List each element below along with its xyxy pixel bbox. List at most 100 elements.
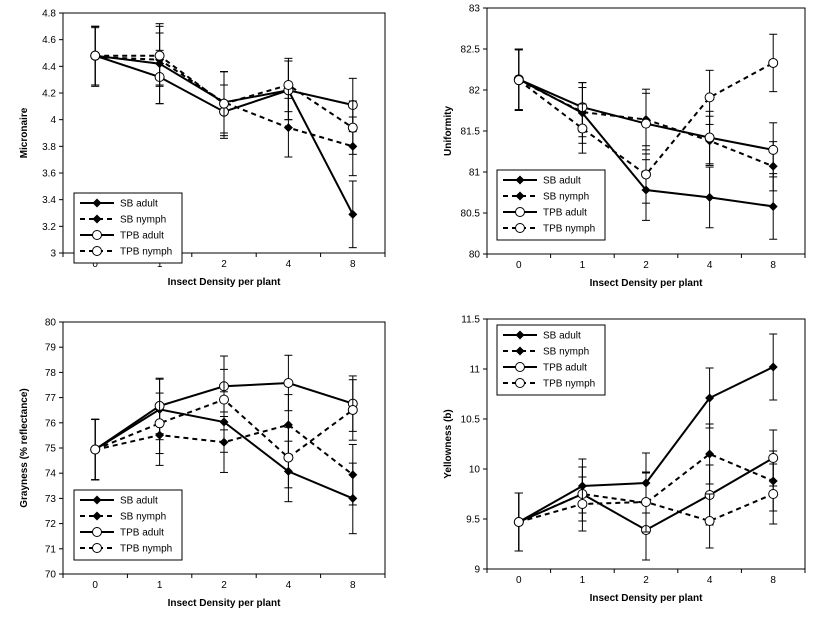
legend-label: SB nymph (120, 512, 166, 523)
legend-label: SB adult (543, 176, 581, 187)
data-point (283, 80, 294, 90)
y-tick-label: 9 (474, 565, 480, 576)
data-point (641, 118, 651, 129)
legend-label: SB nymph (543, 192, 589, 203)
data-point (705, 393, 715, 403)
legend-label: SB adult (120, 199, 158, 210)
y-tick-label: 72 (45, 519, 57, 530)
chart-panel-2: 80 80.5 81 81.5 82 82.5 83 0 1 2 4 8 Insect Density … (443, 4, 806, 289)
data-point (219, 98, 229, 109)
legend-marker (515, 378, 525, 388)
data-point (347, 122, 358, 133)
x-tick-label: 4 (286, 259, 292, 270)
data-point (768, 144, 779, 155)
data-point (348, 470, 358, 480)
x-tick-label: 1 (157, 259, 163, 270)
x-tick-label: 0 (92, 580, 98, 591)
legend-marker (515, 346, 525, 356)
y-tick-label: 82.5 (461, 45, 481, 56)
y-tick-label: 76 (45, 418, 57, 429)
x-tick-label: 1 (580, 575, 586, 586)
legend-marker (92, 543, 102, 553)
y-tick-label: 3.4 (42, 195, 56, 206)
chart-panel-4: 9 9.5 10 10.5 11 11.5 0 1 2 4 8 Insect Density per … (443, 315, 806, 604)
data-point (577, 123, 588, 134)
data-point (641, 497, 651, 507)
x-tick-label: 1 (157, 580, 163, 591)
y-tick-label: 4 (50, 115, 56, 126)
data-point (513, 517, 524, 527)
y-tick-label: 82 (469, 86, 481, 97)
data-point (513, 75, 524, 86)
plot-frame (486, 318, 806, 570)
y-tick-label: 4.4 (42, 62, 56, 73)
data-point (705, 449, 715, 459)
y-tick-label: 3.6 (42, 169, 56, 180)
legend-marker (92, 214, 102, 224)
legend-marker (515, 175, 525, 185)
legend-marker (92, 495, 102, 505)
legend-label: SB adult (543, 331, 581, 342)
legend-label: TPB nymph (543, 224, 595, 235)
y-tick-label: 9.5 (466, 515, 480, 526)
series-tpb-nymph (513, 463, 779, 552)
x-tick-label: 8 (770, 260, 776, 271)
legend-marker (515, 191, 525, 201)
x-tick-label: 2 (643, 575, 649, 586)
legend-box (496, 324, 606, 396)
x-tick-label: 4 (707, 575, 713, 586)
y-tick-label: 71 (45, 544, 57, 555)
legend-label: SB nymph (543, 347, 589, 358)
legend: SB adult SB nymph TPB adult TPB nymph (73, 489, 183, 561)
legend-label: TPB nymph (120, 544, 172, 555)
data-point (768, 201, 778, 211)
y-tick-label: 70 (45, 570, 57, 581)
x-tick-label: 4 (286, 580, 292, 591)
data-point (641, 169, 651, 180)
data-point (283, 377, 294, 388)
x-axis-title: Insect Density per plant (590, 278, 703, 289)
chart-panel-1: 3 3.2 3.4 3.6 3.8 4 4.2 4.4 4.6 4.8 0 1 2 4 8 Insect De… (19, 9, 386, 288)
legend-marker (92, 527, 102, 537)
y-tick-label: 3.8 (42, 142, 56, 153)
data-point (219, 437, 229, 447)
data-point (90, 444, 101, 455)
y-tick-label: 75 (45, 444, 57, 455)
legend-marker (92, 230, 102, 240)
y-axis-title: Yellowness (b) (443, 409, 454, 478)
data-point (577, 499, 588, 509)
x-tick-label: 1 (580, 260, 586, 271)
x-axis-title: Insect Density per plant (590, 593, 703, 604)
y-axis-title: Micronaire (19, 107, 30, 158)
x-axis-title: Insect Density per plant (168, 598, 281, 609)
y-tick-label: 77 (45, 393, 57, 404)
x-tick-label: 8 (350, 580, 356, 591)
y-tick-label: 80.5 (461, 209, 481, 220)
y-tick-label: 80 (469, 250, 481, 261)
x-tick-label: 2 (643, 260, 649, 271)
x-tick-label: 8 (770, 575, 776, 586)
y-tick-label: 81.5 (461, 127, 481, 138)
x-axis-title: Insect Density per plant (168, 277, 281, 288)
y-tick-label: 10 (469, 465, 481, 476)
data-point (768, 57, 779, 68)
legend-label: TPB nymph (543, 379, 595, 390)
data-point (154, 418, 165, 429)
series-tpb-nymph (90, 368, 358, 489)
x-tick-label: 4 (707, 260, 713, 271)
y-tick-label: 4.6 (42, 35, 56, 46)
plot-frame (62, 12, 386, 254)
legend-label: TPB adult (120, 528, 164, 539)
y-tick-label: 11 (470, 365, 481, 376)
y-tick-label: 4.2 (42, 89, 56, 100)
data-point (705, 192, 715, 202)
legend-label: TPB adult (543, 208, 587, 219)
y-tick-label: 74 (45, 469, 57, 480)
chart-panel-3: 70 71 72 73 74 75 76 77 78 79 80 0 1 2 4 8 Insect Densit… (19, 318, 386, 609)
legend-marker (515, 362, 525, 372)
y-tick-label: 10.5 (461, 415, 481, 426)
legend-marker (92, 246, 102, 256)
x-tick-label: 2 (221, 580, 227, 591)
legend-label: TPB adult (120, 231, 164, 242)
legend: SB adult SB nymph TPB adult TPB nymph (496, 169, 606, 241)
